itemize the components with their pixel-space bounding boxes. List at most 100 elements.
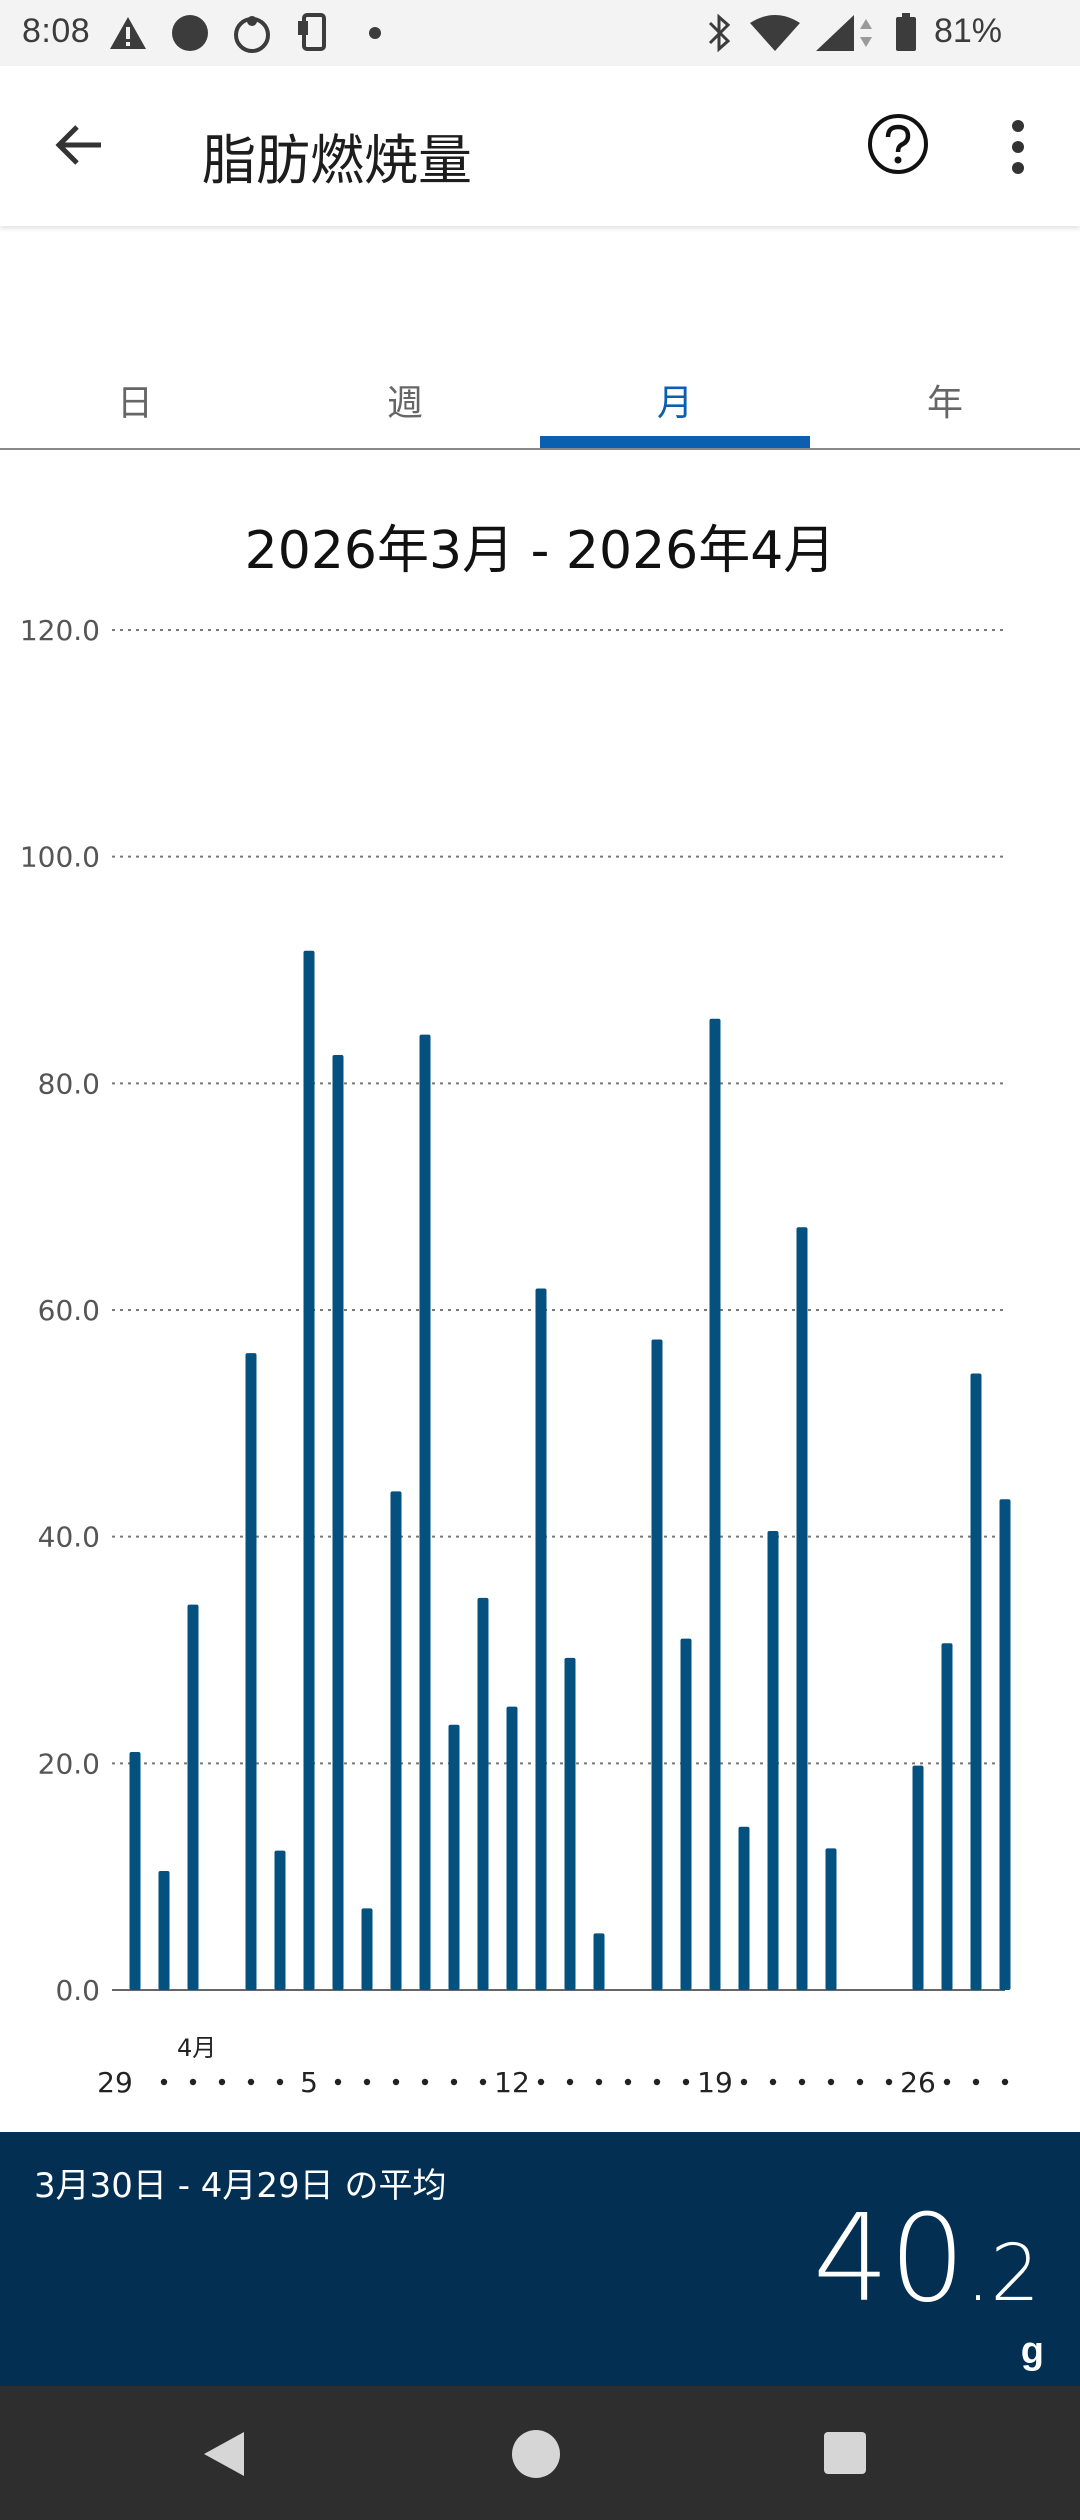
bar — [419, 1034, 431, 1990]
bar — [448, 1724, 460, 1990]
app-notification-icon — [170, 14, 210, 52]
tab-week[interactable]: 週 — [386, 383, 423, 424]
y-tick-label: 60.0 — [38, 1294, 100, 1327]
x-tick-dot — [334, 2078, 342, 2086]
nav-back-button[interactable] — [200, 2428, 248, 2485]
x-tick-label: 26 — [900, 2066, 936, 2099]
x-tick-label: 12 — [494, 2066, 530, 2099]
nav-recent-button[interactable] — [822, 2430, 868, 2481]
bar — [767, 1531, 779, 1990]
y-tick-label: 40.0 — [38, 1521, 100, 1554]
average-summary-panel: 3月30日 - 4月29日 の平均 40.2 g — [0, 2132, 1080, 2386]
bar — [912, 1765, 924, 1990]
back-button[interactable] — [44, 110, 114, 180]
arrow-left-icon — [55, 125, 101, 165]
x-tick-dot — [160, 2078, 168, 2086]
x-tick-dot — [566, 2078, 574, 2086]
tab-month[interactable]: 月 — [656, 383, 693, 424]
more-options-button[interactable] — [1000, 112, 1036, 182]
wifi-icon — [748, 14, 802, 52]
x-tick-label: 5 — [300, 2066, 318, 2099]
bar — [506, 1706, 518, 1990]
bar — [158, 1871, 170, 1990]
bar — [564, 1657, 576, 1990]
bar — [796, 1227, 808, 1990]
page-title: 脂肪燃焼量 — [202, 129, 472, 192]
bar — [825, 1848, 837, 1990]
help-circle-icon — [868, 114, 928, 174]
x-tick-dot — [450, 2078, 458, 2086]
x-tick-dot — [827, 2078, 835, 2086]
bar — [274, 1850, 286, 1990]
app-notification-icon — [232, 14, 272, 53]
bar — [245, 1353, 257, 1990]
nav-recent-icon — [824, 2432, 866, 2474]
x-tick-dot — [972, 2078, 980, 2086]
x-tick-dot — [740, 2078, 748, 2086]
x-tick-dot — [798, 2078, 806, 2086]
tabs-divider — [0, 448, 1080, 450]
cell-signal-icon — [814, 14, 874, 52]
bar — [187, 1604, 199, 1990]
x-tick-dot — [624, 2078, 632, 2086]
x-tick-dot — [247, 2078, 255, 2086]
bar — [970, 1373, 982, 1990]
period-tabs: 日 週 月 年 — [0, 350, 1080, 450]
battery-percent: 81% — [933, 12, 1002, 50]
x-tick-dot — [769, 2078, 777, 2086]
y-tick-label: 0.0 — [55, 1974, 100, 2007]
x-tick-dot — [943, 2078, 951, 2086]
bar — [738, 1826, 750, 1990]
x-tick-label: 19 — [697, 2066, 733, 2099]
bar — [680, 1638, 692, 1990]
bar — [593, 1933, 605, 1990]
y-tick-label: 80.0 — [38, 1067, 100, 1100]
average-period-label: 3月30日 - 4月29日 の平均 — [34, 2166, 447, 2206]
nav-home-icon — [512, 2430, 560, 2478]
battery-icon — [894, 13, 918, 52]
x-tick-dot — [682, 2078, 690, 2086]
bar — [999, 1499, 1011, 1990]
x-tick-dot — [363, 2078, 371, 2086]
more-vert-icon — [1012, 120, 1024, 174]
chart-title: 2026年3月 - 2026年4月 — [244, 521, 836, 581]
x-tick-dot — [653, 2078, 661, 2086]
x-tick-dot — [856, 2078, 864, 2086]
y-tick-label: 100.0 — [20, 841, 100, 874]
x-tick-dot — [595, 2078, 603, 2086]
x-tick-dot — [392, 2078, 400, 2086]
help-button[interactable] — [866, 112, 930, 176]
warning-icon — [108, 14, 148, 52]
x-tick-dot — [276, 2078, 284, 2086]
status-bar: 8:08 81% — [0, 0, 1080, 66]
x-tick-label: 29 — [97, 2066, 133, 2099]
screenshot-icon — [296, 13, 332, 52]
average-value: 40.2 — [813, 2190, 1040, 2329]
bar — [535, 1288, 547, 1990]
x-tick-dot — [189, 2078, 197, 2086]
x-tick-dot — [479, 2078, 487, 2086]
bar — [651, 1339, 663, 1990]
dot-icon — [368, 14, 382, 52]
x-tick-dot — [421, 2078, 429, 2086]
bluetooth-icon — [704, 13, 734, 53]
fat-burn-bar-chart[interactable]: 0.0 20.0 40.0 60.0 80.0 100.0 120.0 29 5 12 19 26 4月 — [0, 600, 1080, 2120]
bar — [709, 1018, 721, 1990]
y-tick-label: 120.0 — [20, 614, 100, 647]
bar — [361, 1908, 373, 1990]
average-unit: g — [1020, 2330, 1044, 2372]
y-tick-label: 20.0 — [38, 1747, 100, 1780]
tab-year[interactable]: 年 — [926, 383, 963, 424]
tab-day[interactable]: 日 — [116, 383, 153, 424]
bar — [303, 950, 315, 1990]
bar — [332, 1055, 344, 1990]
x-tick-dot — [537, 2078, 545, 2086]
x-tick-dot — [218, 2078, 226, 2086]
nav-home-button[interactable] — [510, 2428, 562, 2485]
bar — [129, 1752, 141, 1990]
app-bar: 脂肪燃焼量 — [0, 66, 1080, 226]
nav-back-icon — [204, 2432, 244, 2476]
x-tick-dot — [1001, 2078, 1009, 2086]
average-value-decimal: .2 — [965, 2229, 1040, 2319]
system-nav-bar — [0, 2386, 1080, 2520]
